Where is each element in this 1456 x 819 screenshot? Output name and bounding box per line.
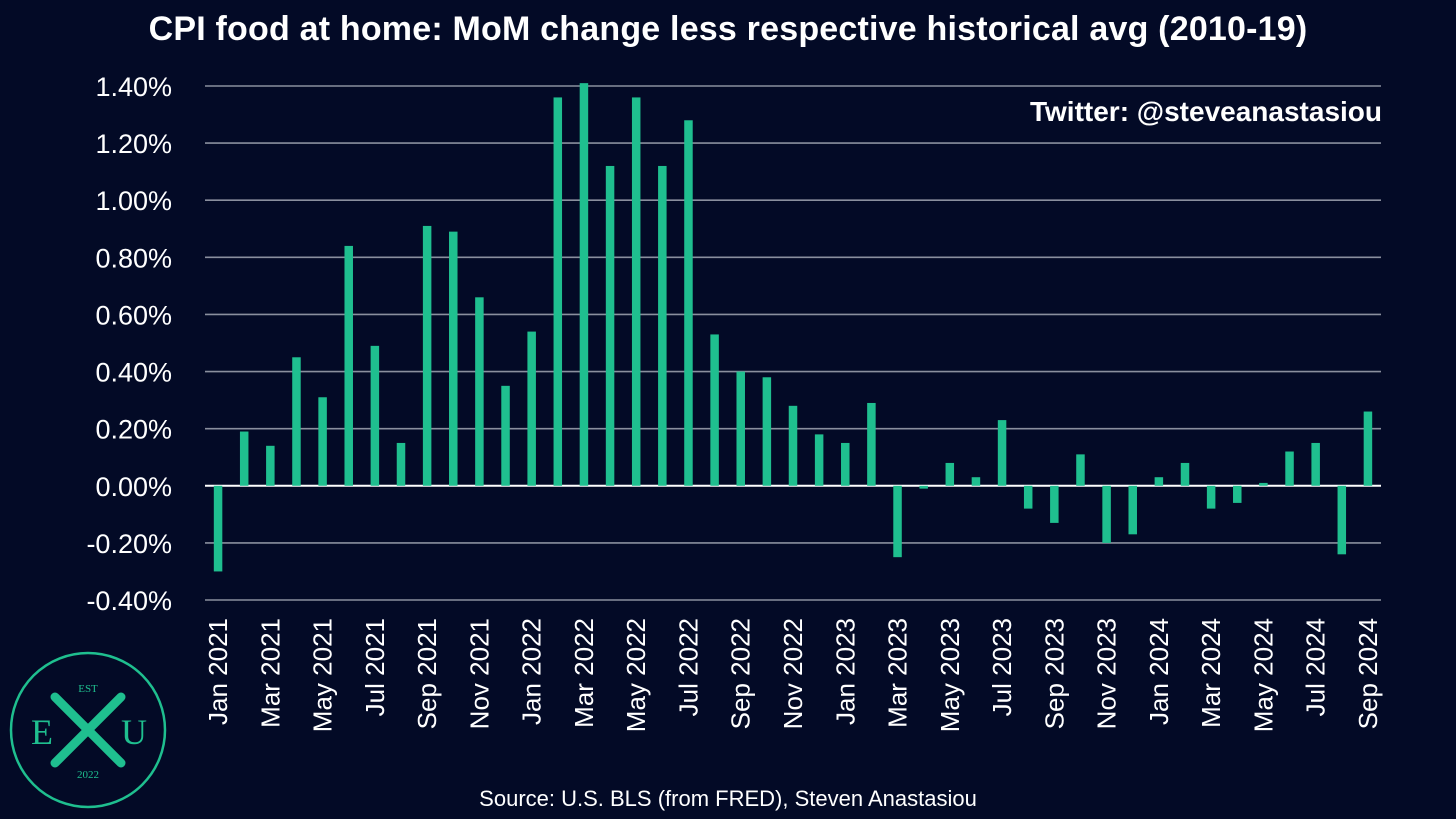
bar [449,231,458,486]
bar [422,225,432,486]
bar [239,431,249,486]
bar [971,477,981,486]
x-tick-label: Jan 2021 [203,618,233,725]
logo-ring [9,651,167,809]
y-tick-label: -0.40% [86,586,172,616]
bar [318,397,327,486]
gridlines [205,85,1381,601]
bar [841,442,850,486]
y-tick-label: 1.00% [95,186,172,216]
bar [1337,485,1347,555]
x-tick-label: Sep 2021 [412,618,442,729]
x-tick-label: Jul 2022 [673,618,703,716]
bar [370,345,380,486]
bar [1363,411,1373,486]
bar [475,297,484,486]
bar [553,97,563,486]
x-tick-label: Mar 2021 [255,618,285,728]
bar [736,371,745,486]
bar [631,97,641,486]
logo-letter-u: U [121,712,147,752]
logo-year-text: 2022 [77,769,99,781]
x-tick-label: May 2022 [621,618,651,732]
bar [579,83,589,486]
bar [658,165,667,486]
x-tick-label: Mar 2023 [883,618,913,728]
y-tick-label: 0.60% [95,300,172,330]
bar [501,385,510,486]
x-tick-label: Jan 2022 [517,618,547,725]
x-tick-label: May 2024 [1248,618,1278,732]
source-note: Source: U.S. BLS (from FRED), Steven Ana… [479,786,977,811]
bar [1102,485,1111,543]
bar [945,462,955,486]
twitter-watermark: Twitter: @steveanastasiou [1030,96,1382,127]
logo-est-text: EST [78,683,98,695]
y-tick-label: 0.20% [95,415,172,445]
bar [1076,454,1085,486]
bar [919,485,928,489]
x-tick-label: Sep 2023 [1039,618,1069,729]
bar [1233,485,1242,503]
y-tick-label: 1.40% [95,72,172,102]
bar [1050,485,1059,523]
y-tick-label: 1.20% [95,129,172,159]
x-tick-label: Jan 2023 [830,618,860,725]
bar [1154,477,1164,486]
y-tick-label: 0.00% [95,472,172,502]
bar [1180,462,1190,486]
bar [344,245,353,486]
bar [1259,482,1268,486]
bar [893,485,902,558]
y-tick-label: 0.40% [95,358,172,388]
bar [684,120,693,486]
bar [867,402,876,486]
bar [1285,451,1294,486]
bar [814,434,824,486]
x-tick-label: Mar 2024 [1196,618,1226,728]
x-tick-label: Nov 2021 [464,618,494,729]
exu-logo: EST E U 2022 [9,651,167,809]
x-tick-label: Jul 2024 [1301,618,1331,716]
bars [213,83,1373,572]
bar [1023,485,1033,509]
x-tick-label: Sep 2024 [1353,618,1383,729]
bar [266,445,275,486]
x-tick-label: Sep 2022 [726,618,756,729]
x-tick-label: May 2023 [935,618,965,732]
bar [1206,485,1216,509]
x-tick-label: Nov 2022 [778,618,808,729]
x-tick-label: Jul 2023 [987,618,1017,716]
y-axis-tick-labels: -0.40% -0.20% 0.00% 0.20% 0.40% 0.60% 0.80% 1.0… [86,72,172,616]
x-tick-label: Nov 2023 [1092,618,1122,729]
x-tick-label: Jul 2021 [360,618,390,716]
bar [1311,442,1320,486]
bar [213,485,223,572]
y-tick-label: 0.80% [95,243,172,273]
bar [710,334,719,486]
y-tick-label: -0.20% [86,529,172,559]
bar [527,331,536,486]
bar [605,165,615,486]
bar [396,442,406,486]
bar [788,405,798,486]
x-tick-label: Mar 2022 [569,618,599,728]
x-tick-label: May 2021 [308,618,338,732]
logo-letter-e: E [31,712,53,752]
bar [1128,485,1137,535]
chart-title: CPI food at home: MoM change less respec… [148,10,1308,48]
bar [292,357,301,486]
x-tick-label: Jan 2024 [1144,618,1174,725]
logo-x-stroke-2 [50,692,126,768]
x-axis-tick-labels: Jan 2021 Mar 2021 May 2021 Jul 2021 Sep 2021… [203,618,1383,732]
bar [762,377,772,486]
bar [997,420,1007,486]
